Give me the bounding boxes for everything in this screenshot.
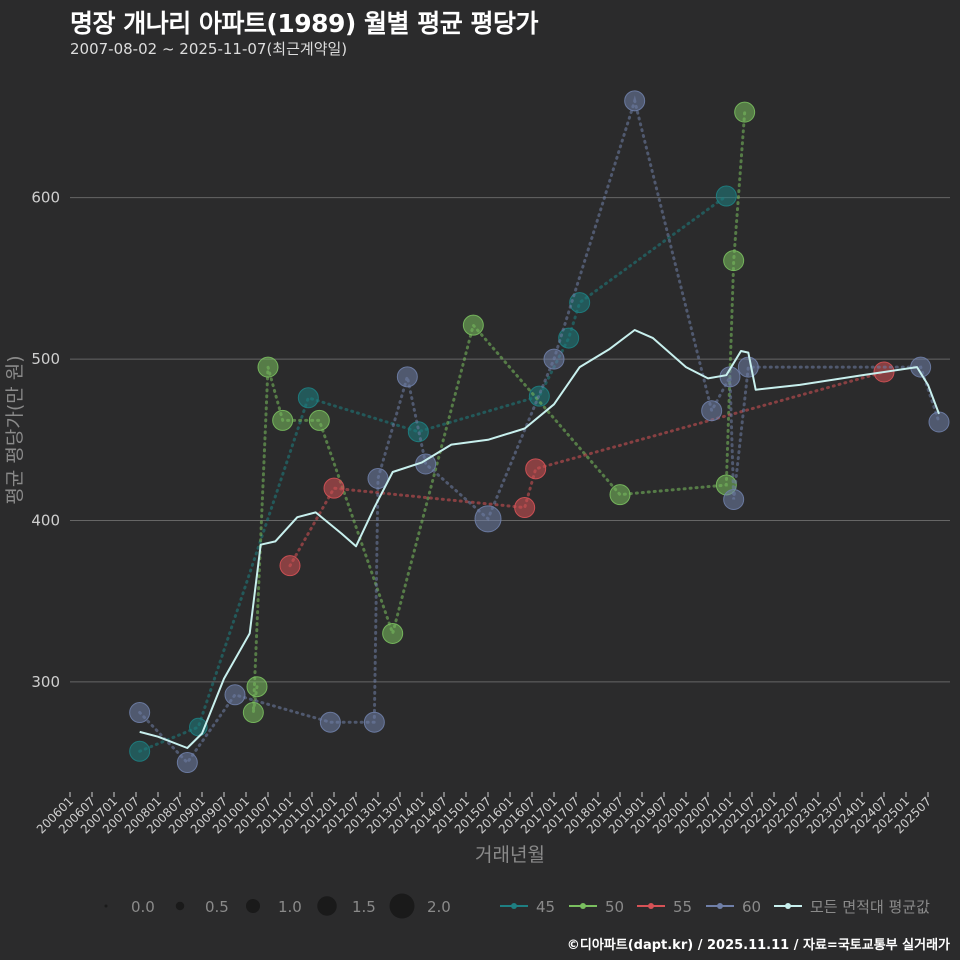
data-point: [543, 348, 565, 370]
data-point: [701, 400, 723, 422]
size-legend-swatch: [317, 896, 337, 916]
chart-title: 명장 개나리 아파트(1989) 월별 평균 평당가: [70, 9, 538, 38]
data-point: [242, 702, 264, 724]
color-legend-label: 55: [673, 898, 692, 916]
data-point: [129, 702, 151, 724]
size-legend-swatch: [389, 893, 415, 919]
source-footer: ©디아파트(dapt.kr) / 2025.11.11 / 자료=국토교통부 실…: [566, 938, 950, 953]
y-axis-label: 평균 평당가(만 원): [4, 355, 26, 504]
series-layer: [129, 90, 950, 774]
data-point: [737, 356, 759, 378]
y-tick-label: 400: [31, 511, 60, 529]
series-2: [242, 101, 756, 724]
data-point: [569, 292, 591, 314]
data-point: [246, 676, 268, 698]
series-line-45: [138, 194, 728, 753]
color-legend-dot: [511, 903, 517, 909]
size-legend-swatch: [246, 899, 260, 913]
data-point: [734, 101, 756, 123]
data-point: [723, 250, 745, 272]
data-point: [396, 366, 418, 388]
data-point: [319, 711, 341, 733]
y-tick-label: 300: [31, 673, 60, 691]
data-point: [272, 409, 294, 431]
color-legend-label: 45: [536, 898, 555, 916]
color-legend-label: 모든 면적대 평균값: [810, 898, 930, 916]
y-axis-ticks: 300 400 500 600: [31, 189, 60, 691]
data-point: [928, 411, 950, 433]
data-point: [525, 458, 547, 480]
data-point: [257, 356, 279, 378]
series-line-60: [138, 95, 941, 765]
series-5: [139, 329, 940, 749]
data-point: [558, 327, 580, 349]
color-legend-dot: [717, 903, 723, 909]
x-axis-label: 거래년월: [475, 844, 545, 866]
series-line-50: [251, 110, 747, 713]
data-point: [367, 467, 389, 489]
data-point: [363, 711, 385, 733]
data-point: [715, 185, 737, 207]
size-legend-label: 0.0: [131, 898, 155, 916]
data-point: [514, 497, 536, 519]
size-legend-label: 2.0: [427, 898, 451, 916]
data-point: [609, 484, 631, 506]
series-1: [129, 185, 737, 762]
data-point: [723, 488, 745, 510]
data-point: [474, 505, 502, 533]
size-legend-swatch: [175, 901, 185, 911]
data-point: [297, 387, 319, 409]
data-point: [224, 684, 246, 706]
color-legend-dot: [648, 903, 654, 909]
legend: 0.0 0.5 1.0 1.5 2.0 45 50 55 60 모든 면적대 평균값: [104, 893, 930, 919]
data-point: [462, 314, 484, 336]
y-tick-label: 600: [31, 189, 60, 207]
data-point: [308, 409, 330, 431]
series-4: [129, 90, 950, 774]
size-legend-label: 1.5: [352, 898, 376, 916]
data-point: [129, 740, 151, 762]
color-legend-dot: [785, 903, 791, 909]
gridlines: [70, 197, 950, 683]
series-3: [279, 361, 895, 577]
chart-subtitle: 2007-08-02 ~ 2025-11-07(최근계약일): [70, 40, 348, 58]
color-legend-dot: [580, 903, 586, 909]
color-legend-label: 60: [742, 898, 761, 916]
data-point: [279, 555, 301, 577]
x-axis-ticks: 2006012006072007012007072008012008072009…: [34, 792, 934, 837]
size-legend-label: 0.5: [205, 898, 229, 916]
data-point: [176, 752, 198, 774]
data-point: [624, 90, 646, 112]
data-point: [323, 477, 345, 499]
size-legend-swatch: [104, 904, 108, 908]
average-line: [139, 329, 940, 749]
size-legend-label: 1.0: [278, 898, 302, 916]
color-legend-label: 50: [605, 898, 624, 916]
data-point: [382, 622, 404, 644]
y-tick-label: 500: [31, 350, 60, 368]
